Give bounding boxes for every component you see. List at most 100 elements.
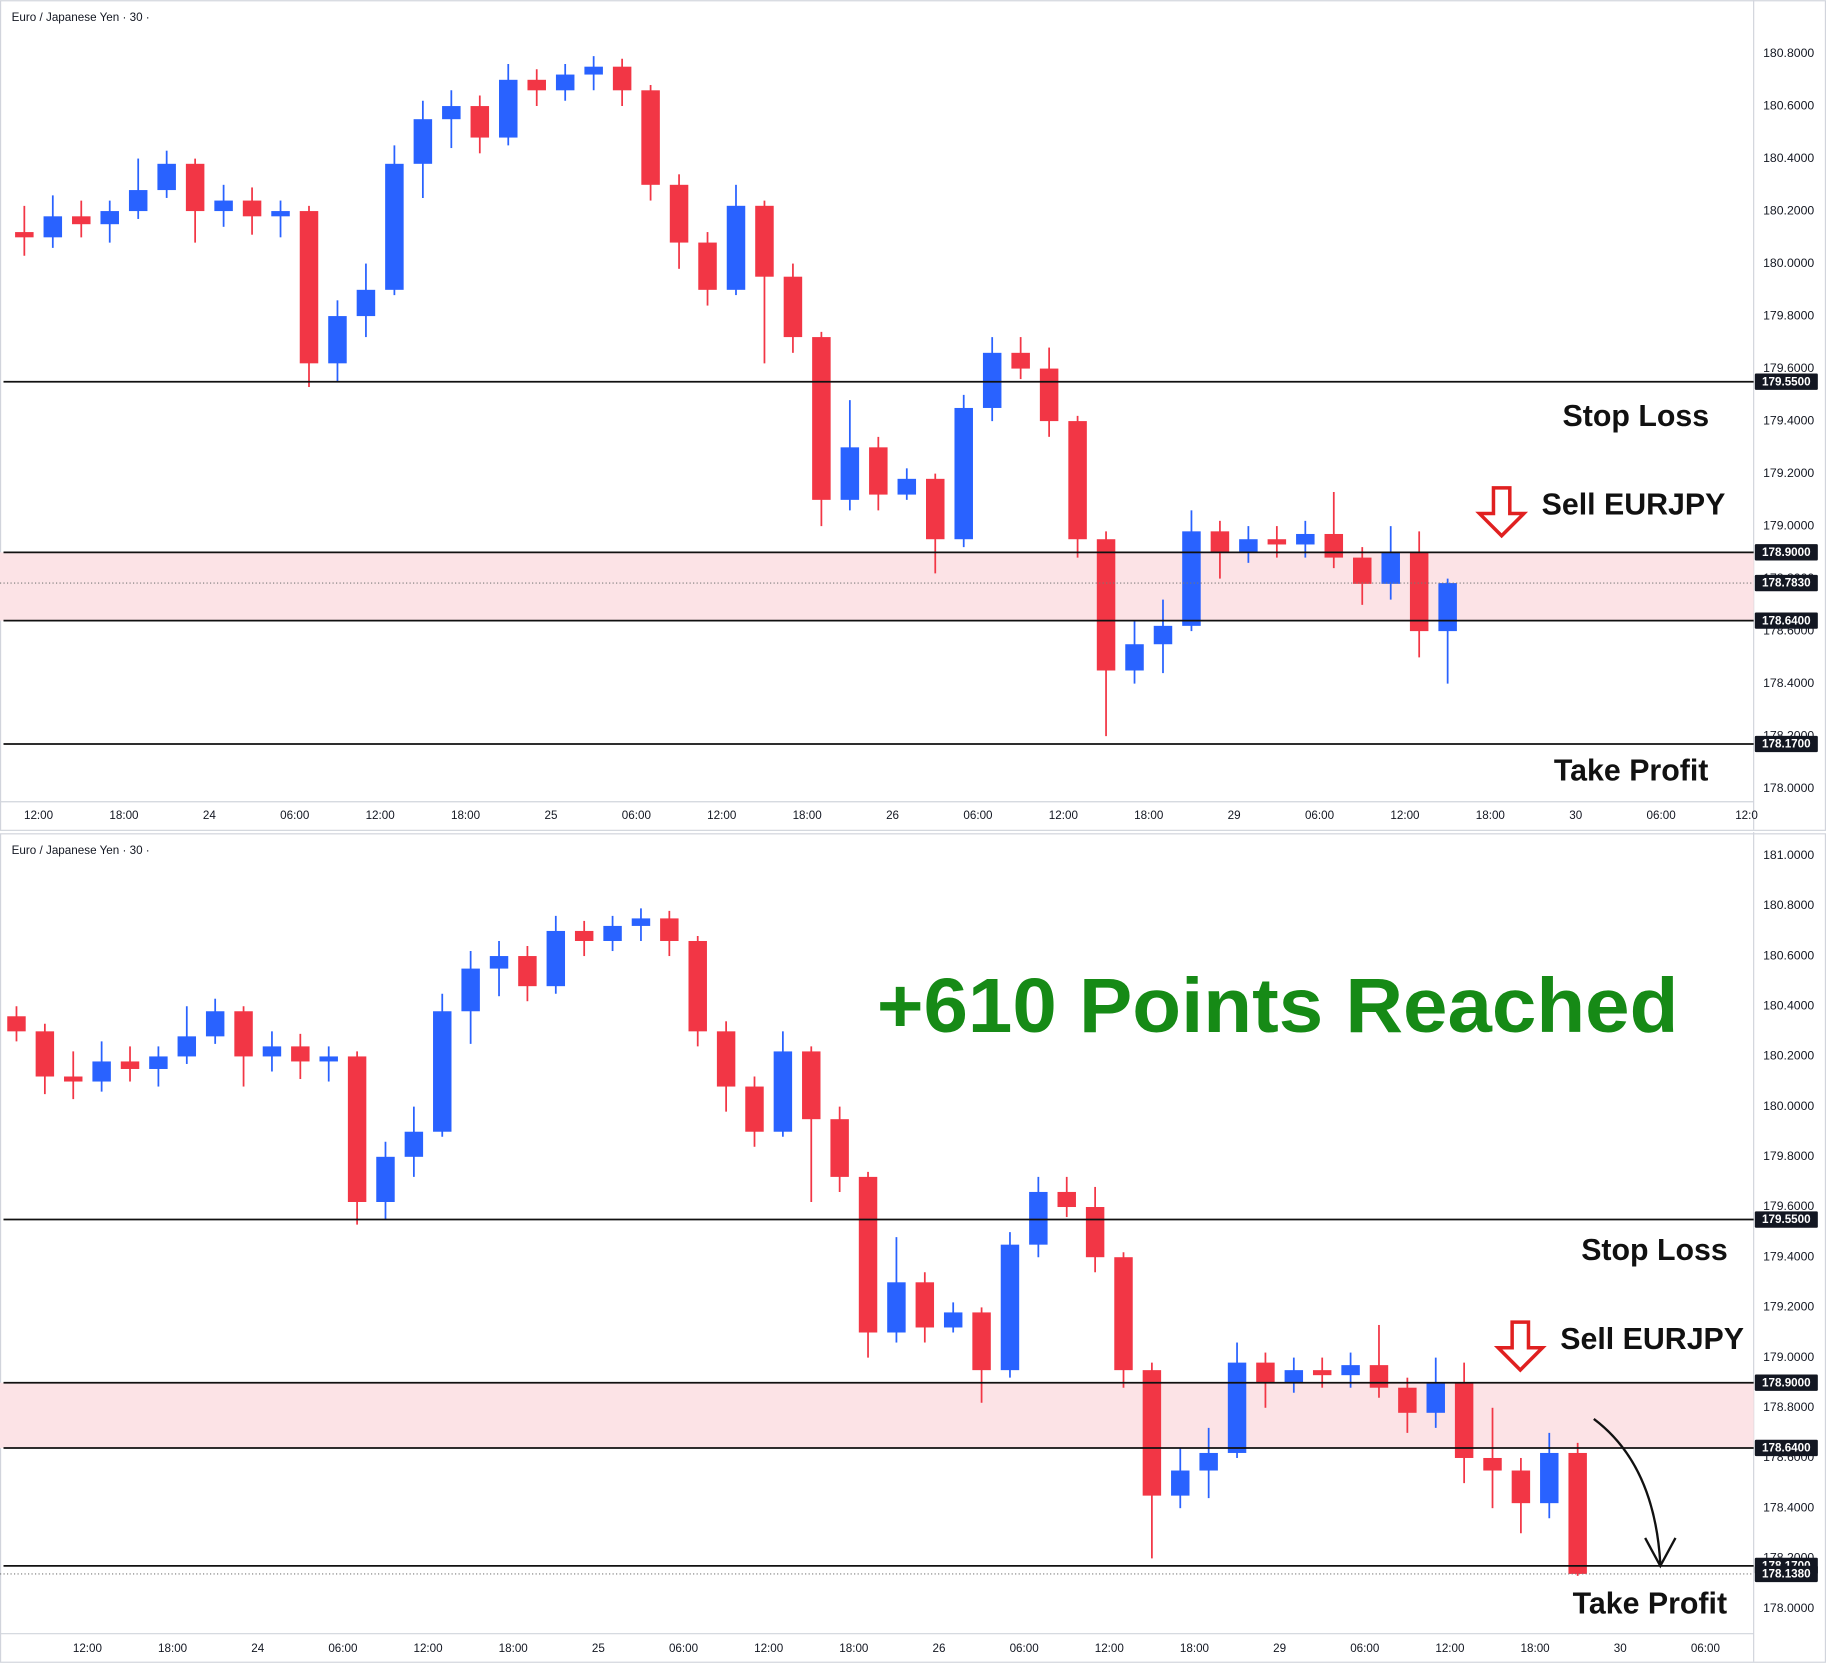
candle-body bbox=[527, 79, 546, 91]
x-tick-label: 06:00 bbox=[622, 809, 652, 822]
candle-body bbox=[812, 337, 831, 500]
annotation: Sell EURJPY bbox=[1542, 489, 1726, 522]
price-tag bbox=[1754, 544, 1818, 561]
candle-body bbox=[1153, 625, 1173, 645]
candle-body bbox=[745, 1086, 764, 1132]
x-tick-label: 29 bbox=[1273, 1642, 1286, 1655]
x-tick-label: 18:00 bbox=[1134, 809, 1164, 822]
candle-body bbox=[1483, 1457, 1502, 1471]
candle-body bbox=[319, 1056, 338, 1062]
candle-body bbox=[470, 106, 490, 138]
candle-body bbox=[1068, 421, 1087, 540]
candle-body bbox=[271, 211, 290, 217]
candle-body bbox=[1142, 1370, 1162, 1496]
candle-body bbox=[1239, 539, 1258, 553]
y-tick-label: 180.6000 bbox=[1763, 98, 1814, 112]
candle-body bbox=[1114, 1257, 1133, 1371]
candle-body bbox=[1256, 1362, 1275, 1383]
candle-body bbox=[783, 276, 803, 338]
x-tick-label: 06:00 bbox=[280, 809, 310, 822]
candle-body bbox=[15, 232, 34, 238]
price-tag bbox=[1754, 373, 1818, 390]
candle-body bbox=[7, 1016, 26, 1032]
x-tick-label: 06:00 bbox=[1010, 1642, 1040, 1655]
panel-frame bbox=[0, 833, 1826, 1663]
candle-body bbox=[157, 163, 176, 191]
candle-body bbox=[1568, 1452, 1587, 1574]
annotation: Take Profit bbox=[1573, 1588, 1727, 1621]
candle-body bbox=[461, 968, 480, 1012]
candle-body bbox=[1085, 1207, 1105, 1258]
candle-body bbox=[1409, 552, 1429, 632]
candle-body bbox=[546, 930, 566, 987]
candle-body bbox=[1426, 1382, 1445, 1413]
x-tick-label: 12:00 bbox=[1049, 809, 1079, 822]
price-tag bbox=[1754, 1439, 1818, 1457]
entry-zone bbox=[0, 552, 1754, 621]
y-tick-label: 178.0000 bbox=[1763, 781, 1814, 795]
y-tick-label: 180.4000 bbox=[1763, 151, 1814, 165]
candle-body bbox=[897, 478, 917, 495]
candle-body bbox=[1341, 1365, 1360, 1376]
candle-body bbox=[688, 940, 707, 1032]
x-tick-label: 12:00 bbox=[73, 1642, 103, 1655]
candle-body bbox=[1171, 1470, 1190, 1496]
candle-body bbox=[234, 1011, 253, 1057]
x-tick-label: 26 bbox=[886, 809, 899, 822]
target-arrow bbox=[1593, 1418, 1662, 1564]
candle-body bbox=[716, 1031, 736, 1087]
y-tick-label: 179.6000 bbox=[1763, 361, 1814, 375]
candle-body bbox=[1057, 1191, 1076, 1208]
sell-arrow bbox=[1493, 1320, 1547, 1373]
x-tick-label: 12:00 bbox=[754, 1642, 784, 1655]
candle-body bbox=[404, 1131, 424, 1157]
candle-body bbox=[1296, 533, 1315, 545]
candle-body bbox=[773, 1051, 793, 1132]
x-tick-label: 18:00 bbox=[793, 809, 823, 822]
x-tick-label: 18:00 bbox=[109, 809, 139, 822]
price-tag bbox=[1754, 612, 1818, 629]
candle-body bbox=[887, 1282, 906, 1333]
candle-body bbox=[830, 1119, 849, 1177]
price-tag-label: 178.6400 bbox=[1762, 614, 1811, 627]
candle-body bbox=[1182, 531, 1201, 626]
candle-body bbox=[1029, 1191, 1048, 1245]
y-tick-label: 180.2000 bbox=[1763, 203, 1814, 217]
candle-body bbox=[1352, 557, 1372, 584]
x-tick-label: 06:00 bbox=[669, 1642, 699, 1655]
candle-body bbox=[603, 925, 622, 941]
candle-body bbox=[1267, 539, 1287, 545]
x-tick-label: 12:00 bbox=[707, 809, 737, 822]
price-tag-label: 179.5500 bbox=[1762, 1213, 1811, 1226]
price-tag-label: 178.1700 bbox=[1762, 738, 1811, 751]
candle-body bbox=[1381, 552, 1400, 584]
y-tick-label: 179.4000 bbox=[1763, 413, 1814, 427]
candle-body bbox=[64, 1076, 83, 1082]
x-tick-label: 18:00 bbox=[1476, 809, 1506, 822]
x-tick-label: 06:00 bbox=[1305, 809, 1335, 822]
candle-body bbox=[1369, 1365, 1389, 1388]
x-tick-label: 30 bbox=[1569, 809, 1582, 822]
candle-body bbox=[433, 1011, 452, 1132]
x-tick-label: 12:00 bbox=[1095, 1642, 1125, 1655]
candle-body bbox=[1540, 1452, 1559, 1504]
y-tick-label: 179.0000 bbox=[1763, 1350, 1814, 1364]
x-tick-label: 25 bbox=[592, 1642, 605, 1655]
price-tag-label: 178.6400 bbox=[1762, 1442, 1811, 1455]
price-tag bbox=[1754, 735, 1818, 753]
candle-body bbox=[555, 74, 575, 91]
price-tag bbox=[1754, 1211, 1818, 1228]
y-tick-label: 179.8000 bbox=[1763, 1149, 1814, 1163]
entry-zone bbox=[0, 1382, 1754, 1448]
candle-body bbox=[1125, 644, 1144, 671]
price-tag-label: 178.7830 bbox=[1762, 577, 1811, 590]
chart-title: Euro / Japanese Yen · 30 · bbox=[12, 844, 150, 857]
y-tick-label: 179.6000 bbox=[1763, 1199, 1814, 1213]
candle-body bbox=[641, 90, 660, 185]
x-tick-label: 24 bbox=[251, 1642, 264, 1655]
candle-body bbox=[1324, 533, 1344, 558]
headline: +610 Points Reached bbox=[877, 963, 1679, 1049]
candle-body bbox=[926, 478, 945, 540]
